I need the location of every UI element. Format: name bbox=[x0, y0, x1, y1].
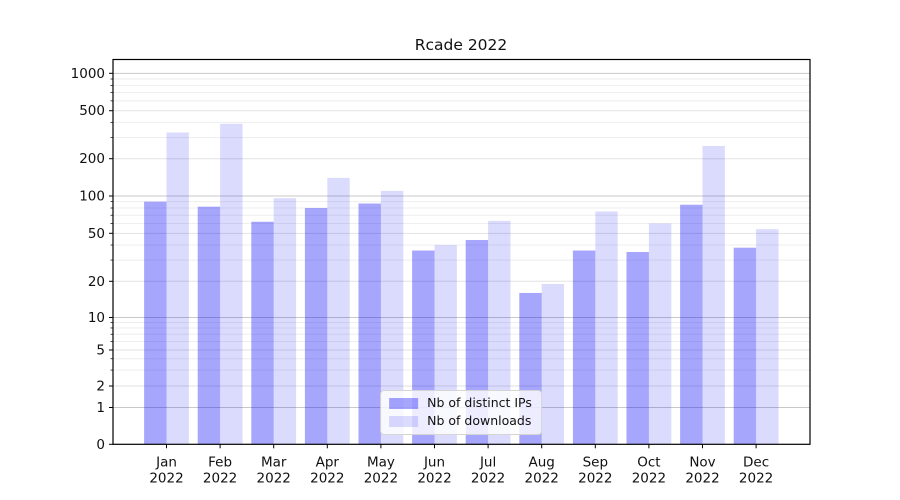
x-tick-label-month: Jan bbox=[155, 455, 177, 471]
bar-downloads-feb bbox=[220, 123, 243, 445]
x-tick-label-year: 2022 bbox=[632, 471, 666, 487]
chart-title: Rcade 2022 bbox=[414, 36, 508, 54]
y-tick-label: 20 bbox=[88, 274, 105, 290]
legend-label-distinct-ips: Nb of distinct IPs bbox=[427, 395, 532, 410]
legend-label-downloads: Nb of downloads bbox=[427, 413, 532, 428]
bar-downloads-may bbox=[380, 190, 404, 445]
x-tick-label-month: Mar bbox=[261, 455, 287, 471]
y-tick-label: 1000 bbox=[71, 66, 105, 82]
bar-downloads-aug bbox=[541, 283, 565, 445]
legend-item-distinct-ips: Nb of distinct IPs bbox=[389, 396, 532, 410]
x-tick-label-year: 2022 bbox=[471, 471, 505, 487]
y-tick-label: 50 bbox=[88, 226, 105, 242]
x-tick-label-year: 2022 bbox=[203, 471, 237, 487]
x-tick-label-month: Sep bbox=[583, 455, 608, 471]
x-tick-label-month: Feb bbox=[208, 455, 232, 471]
bar-distinct-ips-apr bbox=[304, 208, 328, 445]
bar-downloads-jul bbox=[488, 220, 511, 445]
x-tick-label-month: Nov bbox=[689, 455, 715, 471]
bar-distinct-ips-may bbox=[358, 203, 381, 445]
x-tick-label-year: 2022 bbox=[739, 471, 773, 487]
y-tick-label: 10 bbox=[88, 310, 105, 326]
x-tick-label-year: 2022 bbox=[257, 471, 291, 487]
x-tick-label-year: 2022 bbox=[525, 471, 559, 487]
y-tick-label: 1 bbox=[96, 400, 105, 416]
bar-downloads-apr bbox=[327, 177, 350, 445]
x-tick-label-year: 2022 bbox=[578, 471, 612, 487]
y-tick-label: 5 bbox=[96, 342, 105, 358]
y-tick-label: 500 bbox=[79, 103, 105, 119]
y-tick-label: 2 bbox=[96, 379, 105, 395]
x-tick-label-month: Dec bbox=[743, 455, 769, 471]
legend: Nb of distinct IPs Nb of downloads bbox=[380, 390, 542, 435]
bar-downloads-jan bbox=[166, 132, 189, 445]
x-tick-label-year: 2022 bbox=[310, 471, 344, 487]
x-tick-label-month: Jul bbox=[479, 455, 496, 471]
x-tick-label-month: Oct bbox=[637, 455, 660, 471]
x-tick-label-year: 2022 bbox=[364, 471, 398, 487]
bar-distinct-ips-jan bbox=[144, 201, 167, 445]
y-tick-label: 200 bbox=[79, 151, 105, 167]
bar-distinct-ips-dec bbox=[733, 247, 757, 445]
x-tick-label-month: May bbox=[367, 455, 395, 471]
x-tick-label-month: Aug bbox=[529, 455, 555, 471]
x-tick-label-year: 2022 bbox=[685, 471, 719, 487]
bar-distinct-ips-sep bbox=[572, 250, 596, 445]
bar-distinct-ips-mar bbox=[251, 221, 274, 445]
x-tick-label-year: 2022 bbox=[149, 471, 183, 487]
bar-downloads-sep bbox=[595, 211, 618, 445]
bar-distinct-ips-feb bbox=[197, 206, 221, 445]
bar-downloads-oct bbox=[648, 223, 672, 445]
plot-border bbox=[112, 58, 811, 445]
bar-distinct-ips-nov bbox=[680, 204, 703, 445]
bar-downloads-mar bbox=[273, 198, 297, 445]
x-tick-label-year: 2022 bbox=[417, 471, 451, 487]
x-tick-label-month: Jun bbox=[423, 455, 445, 471]
y-tick-label: 100 bbox=[79, 188, 105, 204]
bar-downloads-nov bbox=[702, 145, 725, 445]
legend-swatch-distinct-ips bbox=[389, 397, 419, 409]
legend-item-downloads: Nb of downloads bbox=[389, 414, 532, 428]
bar-distinct-ips-oct bbox=[626, 251, 649, 445]
x-tick-label-month: Apr bbox=[316, 455, 340, 471]
bar-downloads-dec bbox=[756, 229, 779, 445]
legend-swatch-downloads bbox=[389, 415, 419, 427]
y-tick-label: 0 bbox=[96, 437, 105, 453]
